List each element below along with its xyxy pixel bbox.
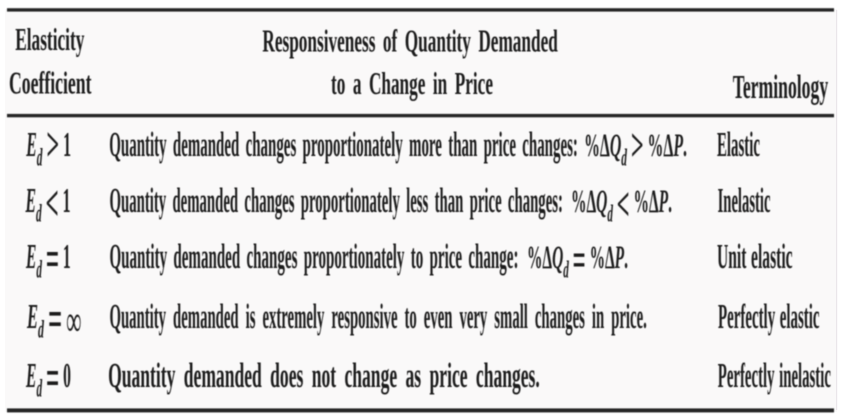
svg-text:Ed > 1: Ed > 1 [26,118,71,172]
svg-text:Ed = ∞: Ed = ∞ [26,290,81,348]
svg-text:to a Change in Price: to a Change in Price [331,65,493,101]
svg-text:Ed = 0: Ed = 0 [25,349,71,407]
svg-text:Perfectly inelastic: Perfectly inelastic [718,356,831,395]
svg-text:Ed < 1: Ed < 1 [25,175,71,232]
svg-text:Quantity demanded does not cha: Quantity demanded does not change as pri… [108,355,540,394]
svg-text:Quantity demanded is extremely: Quantity demanded is extremely responsiv… [110,297,647,336]
svg-text:Perfectly elastic: Perfectly elastic [718,297,820,336]
svg-text:Elasticity: Elasticity [15,22,84,58]
svg-text:Quantity demanded changes prop: Quantity demanded changes proportionatel… [110,181,563,220]
svg-text:Coefficient: Coefficient [9,65,92,101]
svg-text:Terminology: Terminology [733,68,829,106]
svg-text:Inelastic: Inelastic [718,181,771,220]
svg-text:Unit elastic: Unit elastic [717,237,793,276]
svg-text:%ΔQd > %ΔP.: %ΔQd > %ΔP. [584,120,687,172]
svg-text:Quantity demanded changes prop: Quantity demanded changes proportionatel… [109,125,578,164]
svg-text:Elastic: Elastic [717,125,760,164]
svg-text:Ed = 1: Ed = 1 [25,229,70,287]
svg-text:Responsiveness of Quantity Dem: Responsiveness of Quantity Demanded [262,23,557,59]
svg-text:Quantity demanded changes prop: Quantity demanded changes proportionatel… [110,237,519,276]
